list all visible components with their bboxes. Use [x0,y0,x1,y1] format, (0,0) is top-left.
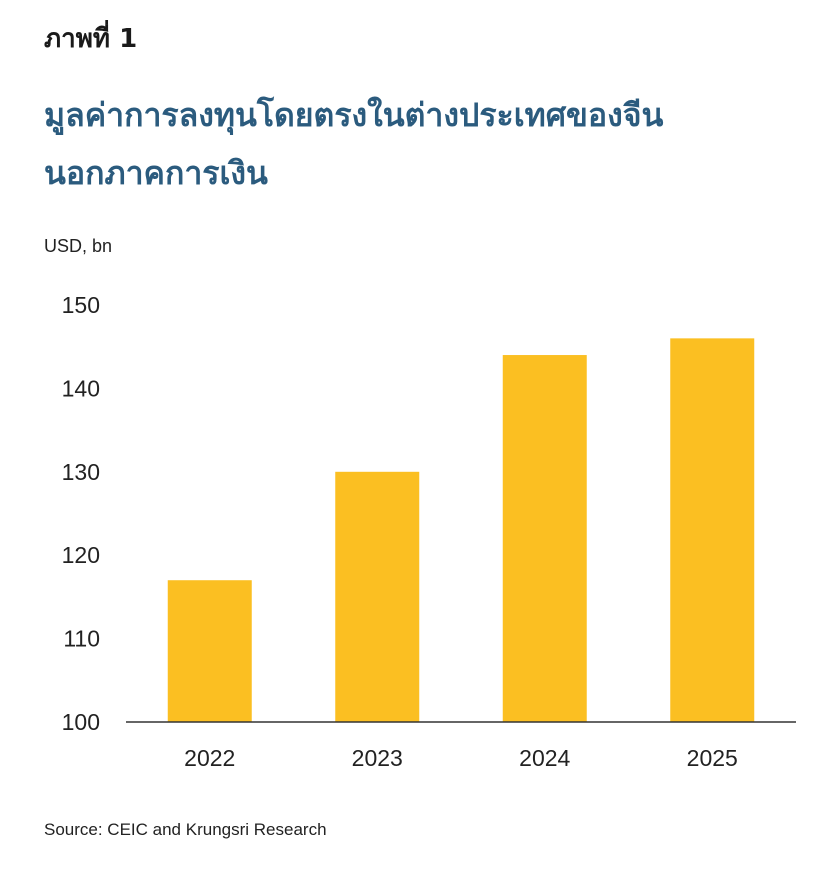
chart-title: มูลค่าการลงทุนโดยตรงในต่างประเทศของจีน น… [44,86,804,202]
bars [167,338,755,722]
source-note: Source: CEIC and Krungsri Research [44,820,327,839]
x-tick-label: 2023 [352,745,403,771]
y-tick-label: 120 [62,542,100,568]
x-tick-label: 2025 [687,745,738,771]
chart-title-line-1: มูลค่าการลงทุนโดยตรงในต่างประเทศของจีน [44,96,664,134]
chart-title-line-2: นอกภาคการเงิน [44,154,268,192]
y-tick-label: 150 [62,292,100,318]
y-tick-label: 110 [63,626,100,652]
bar-2025 [670,338,755,722]
figure-label: ภาพที่ 1 [44,24,138,54]
bar-2024 [502,355,587,722]
x-axis-ticks: 2022 2023 2024 2025 [184,745,738,771]
y-axis-unit-label: USD, bn [44,236,113,256]
bar-2022 [167,580,252,722]
bar-2023 [335,471,420,722]
y-tick-label: 130 [62,459,100,485]
y-tick-label: 140 [62,375,100,401]
x-tick-label: 2024 [519,745,570,771]
y-tick-label: 100 [62,709,100,735]
x-tick-label: 2022 [184,745,235,771]
y-axis-ticks: 100 110 120 130 140 150 [62,292,100,735]
